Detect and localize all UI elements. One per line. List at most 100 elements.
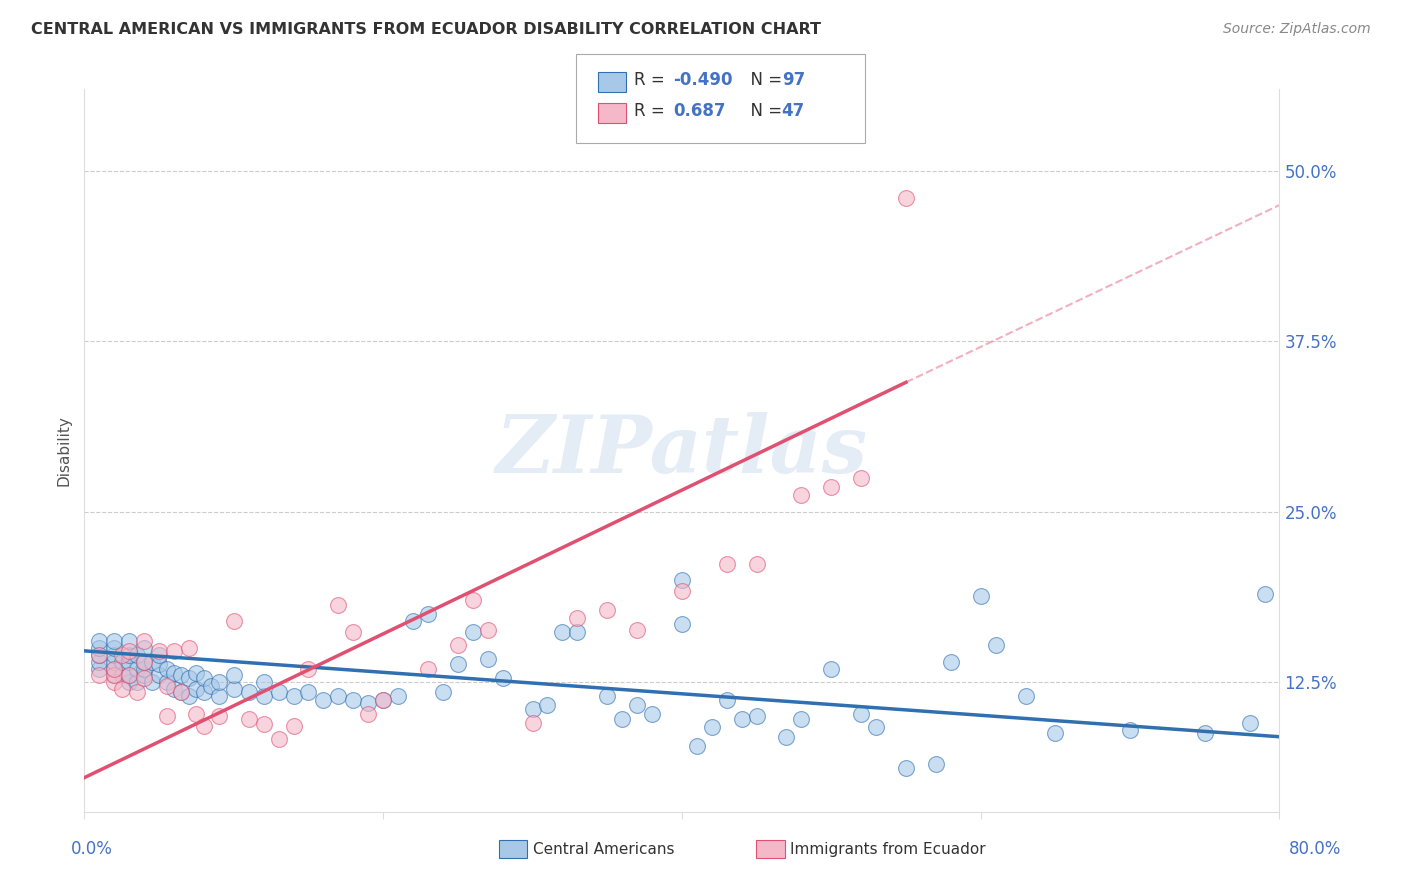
Point (163, 681, 186, 696)
Point (716, 693, 738, 707)
Point (671, 583, 693, 598)
Point (1045, 725, 1067, 739)
Point (141, 675, 163, 690)
Point (177, 689, 200, 703)
Point (111, 681, 134, 696)
Point (596, 689, 619, 703)
Point (163, 665, 186, 680)
Text: N =: N = (740, 71, 787, 89)
Point (612, 712, 634, 726)
Point (118, 675, 141, 690)
Point (253, 689, 276, 703)
Point (89, 655, 111, 669)
Point (132, 641, 156, 656)
Text: Immigrants from Ecuador: Immigrants from Ecuador (790, 842, 986, 856)
Point (626, 624, 648, 638)
Point (1253, 586, 1275, 600)
Point (222, 668, 245, 682)
Point (283, 719, 305, 733)
Point (775, 730, 797, 744)
Point (925, 757, 948, 772)
Point (267, 685, 290, 699)
Text: 80.0%: 80.0% (1288, 840, 1341, 858)
Point (820, 662, 842, 676)
Text: Source: ZipAtlas.com: Source: ZipAtlas.com (1223, 22, 1371, 37)
Point (111, 655, 134, 669)
Point (1239, 716, 1261, 731)
Point (342, 624, 364, 639)
Point (186, 706, 208, 721)
Point (163, 644, 186, 658)
Point (103, 662, 125, 676)
Point (312, 693, 335, 707)
Point (402, 614, 425, 628)
Text: N =: N = (740, 103, 787, 120)
Point (155, 662, 177, 676)
Point (700, 720, 723, 734)
Point (170, 685, 193, 699)
Point (193, 671, 215, 685)
Point (132, 634, 156, 648)
Point (118, 634, 141, 648)
Point (461, 624, 484, 639)
Point (626, 698, 648, 713)
Point (447, 657, 470, 672)
Point (283, 689, 305, 703)
Point (416, 607, 439, 621)
Point (177, 641, 200, 656)
Y-axis label: Disability: Disability (56, 415, 72, 486)
Point (357, 696, 380, 710)
Point (111, 668, 134, 682)
Point (132, 668, 156, 682)
Point (118, 668, 141, 682)
Point (970, 590, 993, 604)
Text: 0.0%: 0.0% (70, 840, 112, 858)
Point (111, 648, 134, 662)
Point (170, 685, 193, 699)
Point (208, 689, 231, 703)
Point (671, 616, 693, 631)
Point (103, 648, 125, 662)
Point (170, 668, 193, 682)
Point (125, 648, 148, 662)
Text: CENTRAL AMERICAN VS IMMIGRANTS FROM ECUADOR DISABILITY CORRELATION CHART: CENTRAL AMERICAN VS IMMIGRANTS FROM ECUA… (31, 22, 821, 37)
Point (373, 693, 395, 707)
Point (253, 675, 276, 690)
Point (132, 655, 156, 669)
Point (89, 634, 111, 648)
Point (297, 685, 319, 699)
Point (447, 639, 470, 653)
Point (103, 668, 125, 682)
Point (103, 634, 125, 648)
Point (125, 685, 148, 699)
Point (155, 675, 177, 690)
Point (222, 614, 245, 628)
Point (641, 706, 664, 721)
Point (118, 655, 141, 669)
Point (141, 655, 163, 669)
Point (790, 488, 813, 502)
Point (536, 698, 558, 713)
Point (186, 681, 208, 696)
Text: Central Americans: Central Americans (533, 842, 675, 856)
Point (1014, 689, 1036, 703)
Point (103, 641, 125, 656)
Point (851, 706, 873, 721)
Point (148, 648, 170, 662)
Text: 97: 97 (782, 71, 806, 89)
Point (522, 702, 544, 716)
Point (125, 675, 148, 690)
Point (238, 685, 260, 699)
Point (373, 693, 395, 707)
Point (894, 191, 917, 205)
Point (492, 671, 515, 685)
Point (89, 648, 111, 662)
Point (253, 717, 276, 731)
Point (222, 681, 245, 696)
Point (522, 716, 544, 731)
Point (939, 655, 962, 669)
Point (238, 712, 260, 726)
Text: -0.490: -0.490 (673, 71, 733, 89)
Point (851, 471, 873, 485)
Point (328, 598, 350, 612)
